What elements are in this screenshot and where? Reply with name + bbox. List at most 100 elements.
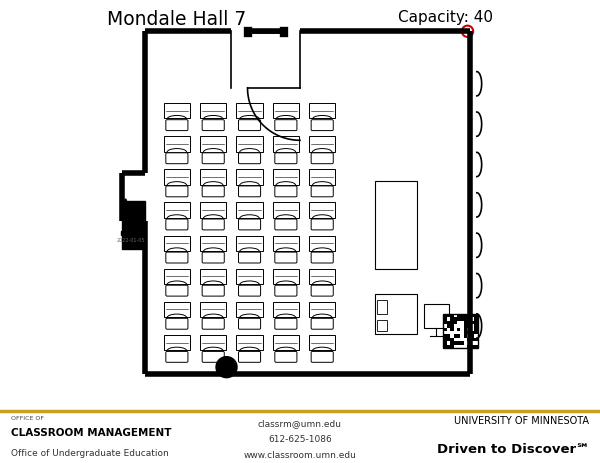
- FancyBboxPatch shape: [202, 120, 224, 131]
- Bar: [460, 318, 464, 321]
- Bar: [450, 314, 454, 318]
- FancyBboxPatch shape: [166, 120, 188, 131]
- Bar: [443, 318, 447, 321]
- Bar: [454, 321, 457, 325]
- Bar: [474, 318, 478, 321]
- Bar: [450, 342, 454, 345]
- Bar: [454, 318, 457, 321]
- Circle shape: [216, 357, 237, 378]
- Bar: [273, 137, 299, 152]
- Bar: [236, 236, 263, 251]
- Bar: [471, 332, 474, 335]
- Bar: [200, 170, 226, 185]
- Bar: [457, 318, 460, 321]
- FancyBboxPatch shape: [166, 352, 188, 363]
- FancyBboxPatch shape: [202, 187, 224, 197]
- FancyBboxPatch shape: [202, 286, 224, 296]
- Bar: [464, 335, 467, 338]
- Bar: [443, 345, 447, 349]
- Bar: [236, 203, 263, 219]
- Bar: [443, 338, 447, 342]
- Bar: [273, 335, 299, 350]
- Bar: [200, 104, 226, 119]
- Text: CLASSROOM MANAGEMENT: CLASSROOM MANAGEMENT: [11, 427, 172, 437]
- Bar: [377, 300, 387, 314]
- Bar: [377, 320, 387, 331]
- Bar: [248, 32, 284, 34]
- Bar: [447, 338, 450, 342]
- Bar: [309, 137, 335, 152]
- Bar: [450, 321, 454, 325]
- Bar: [471, 338, 474, 342]
- FancyBboxPatch shape: [238, 252, 260, 263]
- Bar: [309, 104, 335, 119]
- Bar: [424, 304, 449, 328]
- Bar: [200, 203, 226, 219]
- Bar: [200, 335, 226, 350]
- Bar: [164, 104, 190, 119]
- Text: UNIVERSITY OF MINNESOTA: UNIVERSITY OF MINNESOTA: [454, 415, 589, 425]
- Bar: [447, 325, 450, 328]
- Bar: [447, 321, 450, 325]
- Bar: [457, 342, 460, 345]
- FancyBboxPatch shape: [311, 286, 333, 296]
- Bar: [309, 269, 335, 284]
- Bar: [450, 338, 454, 342]
- Bar: [443, 321, 447, 325]
- FancyBboxPatch shape: [202, 352, 224, 363]
- Bar: [200, 269, 226, 284]
- Bar: [200, 236, 226, 251]
- Bar: [447, 345, 450, 349]
- FancyBboxPatch shape: [166, 286, 188, 296]
- Bar: [464, 332, 467, 335]
- Bar: [443, 314, 447, 318]
- FancyBboxPatch shape: [275, 319, 297, 330]
- FancyBboxPatch shape: [238, 319, 260, 330]
- FancyBboxPatch shape: [275, 120, 297, 131]
- Bar: [236, 335, 263, 350]
- Bar: [474, 338, 478, 342]
- Bar: [447, 335, 450, 338]
- FancyBboxPatch shape: [238, 187, 260, 197]
- Bar: [443, 328, 447, 332]
- FancyBboxPatch shape: [275, 252, 297, 263]
- Text: Capacity: 40: Capacity: 40: [398, 10, 493, 25]
- Bar: [236, 302, 263, 318]
- Bar: [200, 302, 226, 318]
- Bar: [164, 335, 190, 350]
- FancyBboxPatch shape: [166, 219, 188, 231]
- Bar: [443, 335, 447, 338]
- Text: www.classroom.umn.edu: www.classroom.umn.edu: [244, 450, 356, 459]
- Bar: [464, 314, 467, 318]
- FancyBboxPatch shape: [275, 187, 297, 197]
- FancyBboxPatch shape: [275, 219, 297, 231]
- Bar: [447, 314, 450, 318]
- Bar: [164, 236, 190, 251]
- Text: Driven to Discover℠: Driven to Discover℠: [437, 442, 589, 455]
- Text: Mondale Hall 7: Mondale Hall 7: [107, 10, 246, 29]
- Bar: [450, 328, 454, 332]
- Bar: [273, 302, 299, 318]
- Bar: [474, 321, 478, 325]
- Bar: [457, 335, 460, 338]
- Bar: [464, 321, 467, 325]
- Bar: [164, 137, 190, 152]
- Bar: [164, 170, 190, 185]
- Bar: [464, 328, 467, 332]
- Text: 612-625-1086: 612-625-1086: [268, 434, 332, 443]
- Bar: [457, 328, 460, 332]
- FancyBboxPatch shape: [311, 153, 333, 164]
- Bar: [236, 170, 263, 185]
- Bar: [474, 314, 478, 318]
- Bar: [273, 236, 299, 251]
- Bar: [273, 170, 299, 185]
- FancyBboxPatch shape: [238, 219, 260, 231]
- Bar: [467, 318, 471, 321]
- FancyBboxPatch shape: [238, 352, 260, 363]
- FancyBboxPatch shape: [311, 352, 333, 363]
- Bar: [467, 325, 471, 328]
- Bar: [450, 318, 454, 321]
- Bar: [467, 321, 471, 325]
- FancyBboxPatch shape: [202, 153, 224, 164]
- Bar: [122, 201, 145, 250]
